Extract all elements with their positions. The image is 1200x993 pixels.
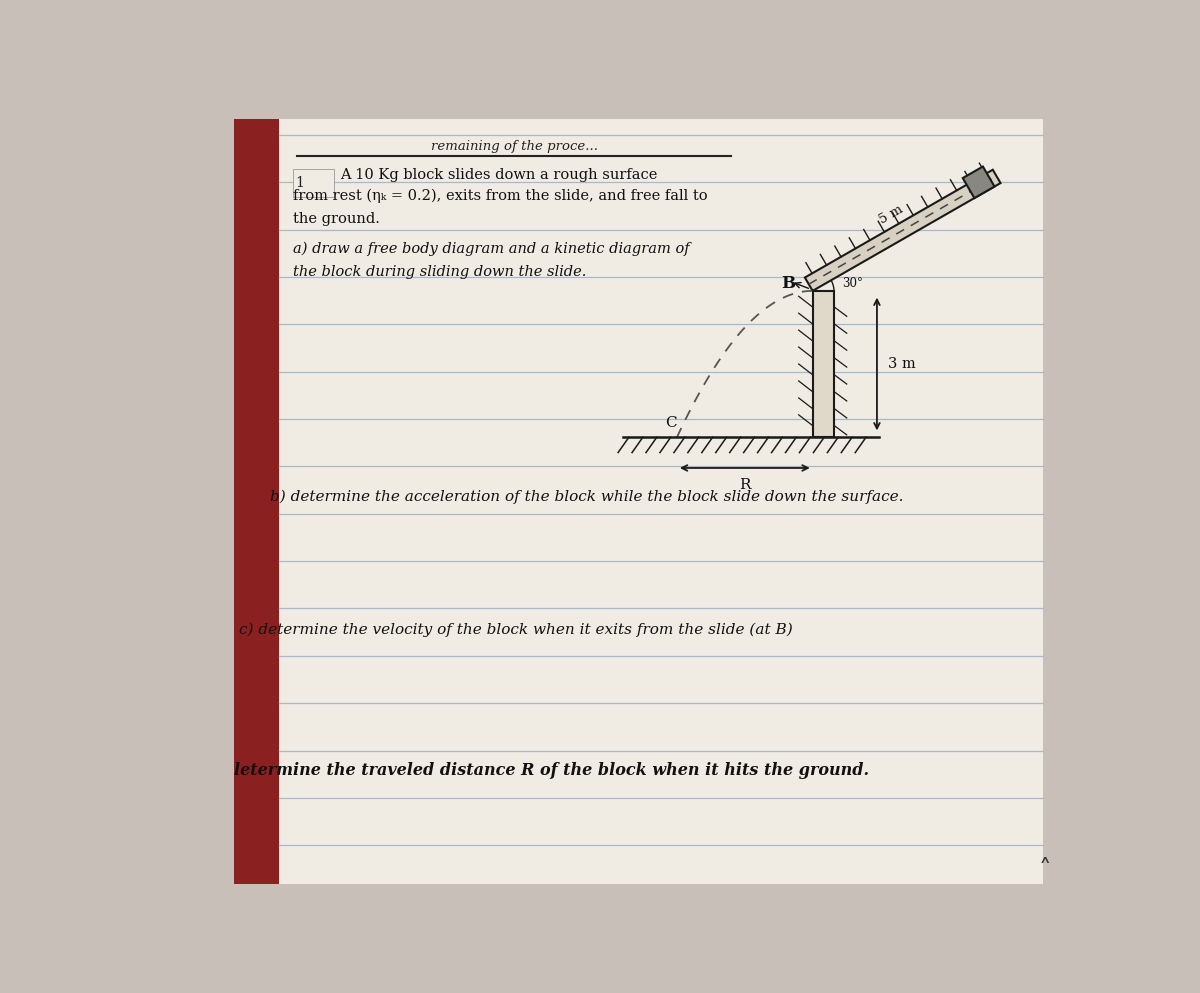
Text: from rest (ηₖ = 0.2), exits from the slide, and free fall to: from rest (ηₖ = 0.2), exits from the sli… (293, 189, 708, 204)
Polygon shape (805, 170, 1001, 291)
Text: R: R (739, 478, 750, 492)
Bar (234, 119, 278, 884)
Text: letermine the traveled distance R of the block when it hits the ground.: letermine the traveled distance R of the… (234, 762, 869, 780)
Text: A 10 Kg block slides down a rough surface: A 10 Kg block slides down a rough surfac… (340, 168, 658, 182)
Text: a) draw a free body diagram and a kinetic diagram of: a) draw a free body diagram and a kineti… (293, 241, 690, 256)
Text: the ground.: the ground. (293, 213, 380, 226)
Text: the block during sliding down the slide.: the block during sliding down the slide. (293, 264, 587, 279)
Bar (234, 119, 1043, 884)
Text: 1: 1 (295, 176, 305, 190)
Text: c) determine the velocity of the block when it exits from the slide (at B): c) determine the velocity of the block w… (239, 623, 793, 637)
Text: 30°: 30° (842, 277, 863, 290)
Text: 5 m: 5 m (877, 203, 905, 226)
Bar (812, 291, 834, 437)
Text: C: C (665, 416, 677, 430)
Text: B: B (781, 275, 794, 292)
Text: b) determine the acceleration of the block while the block slide down the surfac: b) determine the acceleration of the blo… (270, 490, 904, 503)
Polygon shape (962, 167, 995, 198)
Bar (293, 169, 334, 197)
Text: remaining of the proce...: remaining of the proce... (431, 140, 598, 153)
Text: 3 m: 3 m (888, 357, 916, 371)
Text: ˄: ˄ (1039, 858, 1051, 882)
